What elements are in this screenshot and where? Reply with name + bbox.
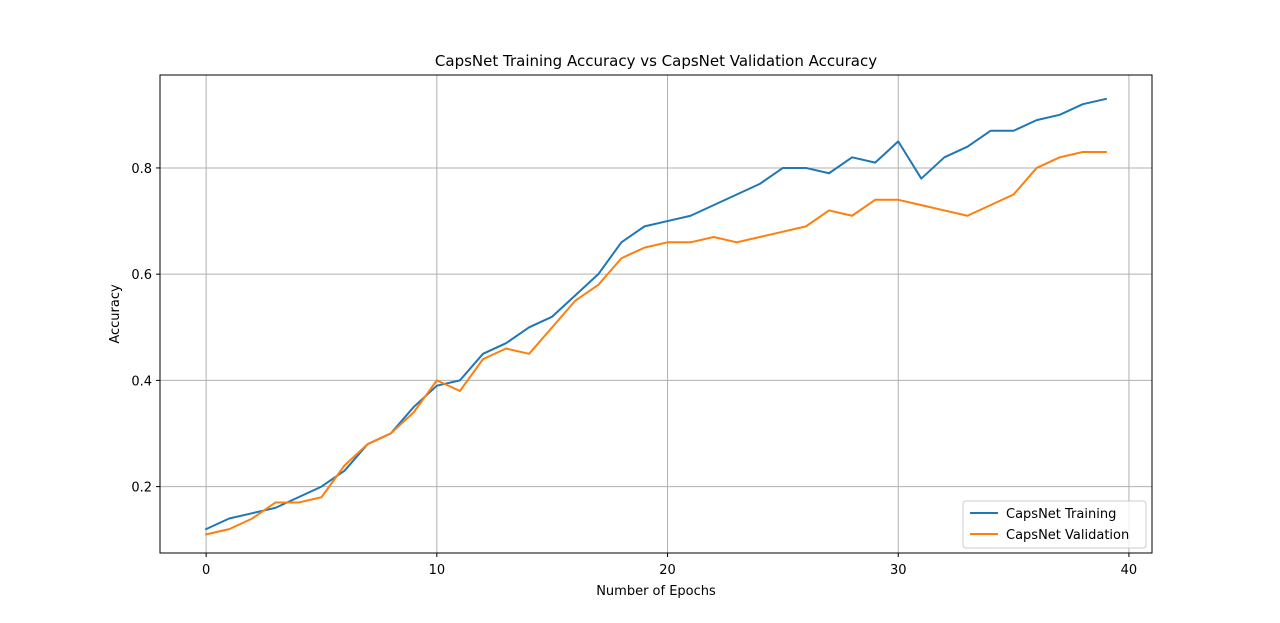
y-tick-label: 0.4 [131, 374, 152, 389]
legend-box [962, 500, 1147, 549]
y-axis: 0.2 0.4 0.6 0.8 [131, 162, 160, 496]
grid [160, 75, 1152, 553]
y-tick-label: 0.6 [131, 268, 152, 283]
y-axis-label: Accuracy [108, 284, 123, 344]
series-line-capsnet-training [204, 97, 1108, 531]
chart-title: CapsNet Training Accuracy vs CapsNet Val… [435, 52, 877, 70]
x-tick-label: 10 [429, 563, 446, 578]
x-tick-label: 20 [659, 563, 676, 578]
legend-label-validation: CapsNet Validation [1006, 528, 1129, 543]
plot-frame [159, 74, 1153, 554]
y-tick-label: 0.2 [131, 481, 152, 496]
x-axis: 0 10 20 30 40 [202, 553, 1137, 578]
legend: CapsNet Training CapsNet Validation [962, 500, 1147, 549]
x-tick-label: 40 [1121, 563, 1138, 578]
x-axis-label: Number of Epochs [596, 584, 716, 599]
legend-label-training: CapsNet Training [1006, 507, 1116, 522]
x-tick-label: 30 [890, 563, 907, 578]
series-line-capsnet-validation [204, 151, 1107, 536]
series-layer [204, 97, 1108, 536]
y-tick-label: 0.8 [131, 162, 152, 177]
x-tick-label: 0 [202, 563, 210, 578]
